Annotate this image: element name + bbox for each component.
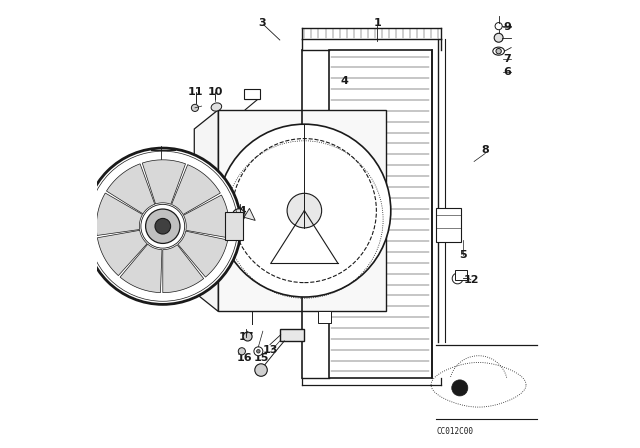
Polygon shape xyxy=(97,230,147,276)
Circle shape xyxy=(254,347,263,356)
Bar xyxy=(436,208,461,242)
Bar xyxy=(318,311,331,323)
Text: 5: 5 xyxy=(459,250,467,260)
Bar xyxy=(225,212,243,240)
Polygon shape xyxy=(178,231,228,277)
Ellipse shape xyxy=(211,103,221,111)
Text: 12: 12 xyxy=(463,275,479,285)
Polygon shape xyxy=(172,164,220,215)
Polygon shape xyxy=(218,110,387,311)
Polygon shape xyxy=(97,193,143,236)
Circle shape xyxy=(238,348,245,355)
Circle shape xyxy=(84,148,241,304)
Text: 15: 15 xyxy=(253,353,269,363)
Bar xyxy=(244,89,260,99)
Text: 6: 6 xyxy=(504,67,511,77)
Text: 3: 3 xyxy=(258,18,266,28)
Circle shape xyxy=(452,380,468,396)
Circle shape xyxy=(155,219,171,234)
Bar xyxy=(329,50,431,378)
Polygon shape xyxy=(195,110,218,311)
Polygon shape xyxy=(120,244,162,293)
Polygon shape xyxy=(244,208,255,220)
Circle shape xyxy=(191,104,198,112)
Text: 4: 4 xyxy=(340,76,349,86)
Ellipse shape xyxy=(493,47,504,55)
Text: 9: 9 xyxy=(504,22,511,33)
Circle shape xyxy=(494,33,503,42)
Bar xyxy=(196,194,214,230)
Circle shape xyxy=(232,209,245,221)
Text: 16: 16 xyxy=(236,353,252,363)
Circle shape xyxy=(255,364,268,376)
Circle shape xyxy=(145,209,180,243)
Text: 7: 7 xyxy=(504,54,511,64)
Text: 8: 8 xyxy=(481,145,489,155)
Polygon shape xyxy=(106,164,155,214)
Text: CC012C00: CC012C00 xyxy=(436,427,473,436)
Text: 2: 2 xyxy=(156,175,164,185)
Bar xyxy=(455,270,467,280)
Text: 13: 13 xyxy=(262,345,278,355)
Circle shape xyxy=(243,332,252,341)
Polygon shape xyxy=(163,245,204,293)
Circle shape xyxy=(287,194,322,228)
Text: 11: 11 xyxy=(188,87,204,97)
Text: 14: 14 xyxy=(232,207,248,216)
Text: 10: 10 xyxy=(207,87,223,97)
Text: 1: 1 xyxy=(373,18,381,28)
Circle shape xyxy=(257,349,260,353)
Text: 17: 17 xyxy=(239,332,254,341)
Polygon shape xyxy=(142,160,186,204)
Circle shape xyxy=(496,48,501,54)
Circle shape xyxy=(218,124,391,297)
Bar xyxy=(280,328,305,341)
Polygon shape xyxy=(184,195,229,238)
